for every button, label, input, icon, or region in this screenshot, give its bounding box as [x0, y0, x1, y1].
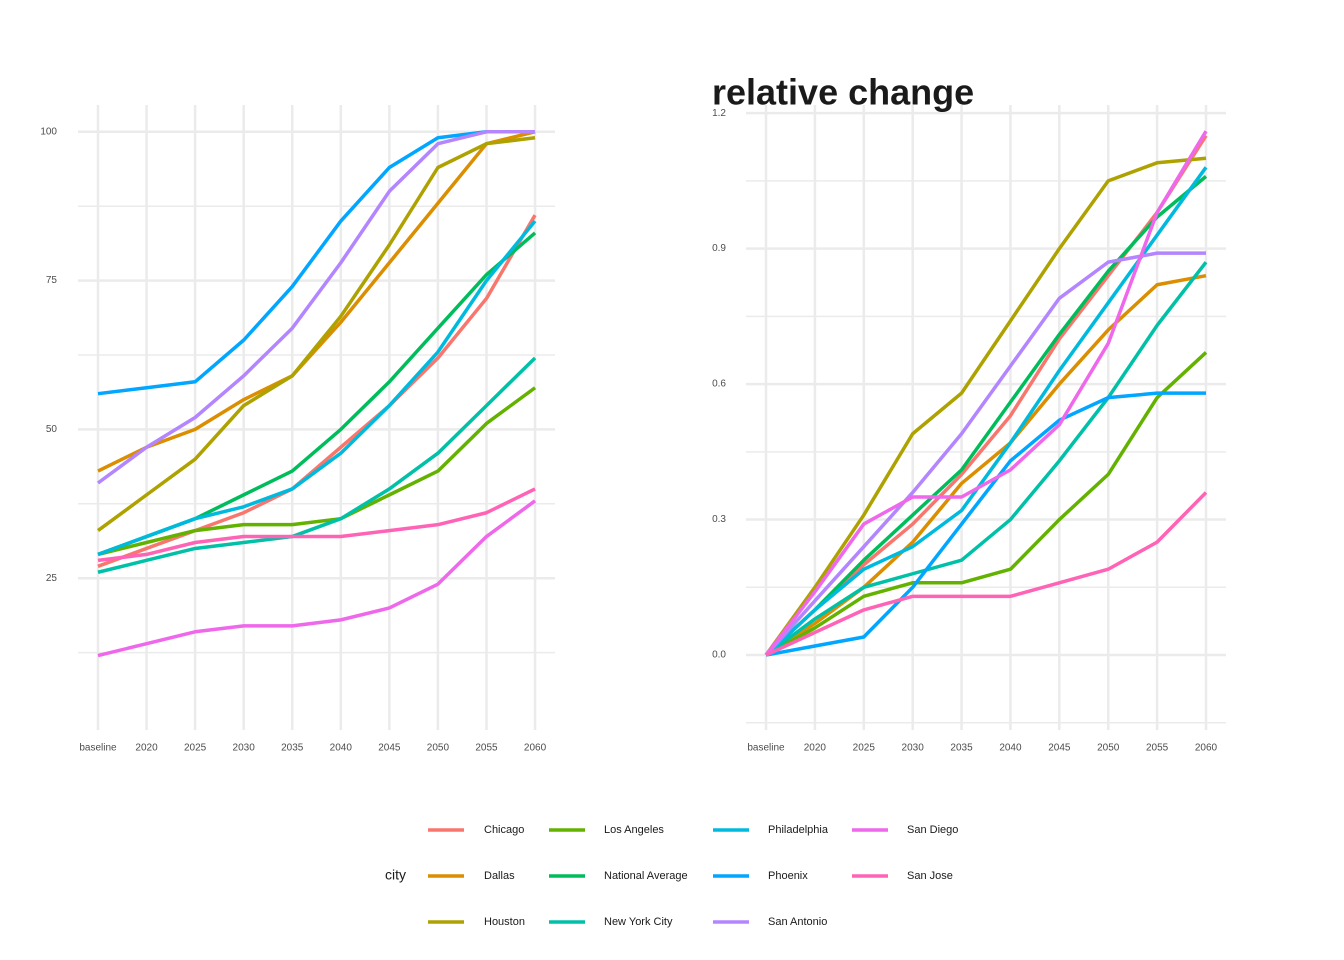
series-line — [97, 487, 536, 563]
x-tick-label: 2040 — [330, 743, 353, 754]
series-line — [97, 219, 537, 557]
legend-label: National Average — [604, 870, 688, 882]
x-tick-label: 2060 — [524, 743, 547, 754]
y-tick-label: 0.0 — [712, 650, 726, 661]
series-line — [97, 356, 537, 574]
x-tick-label: baseline — [79, 743, 117, 754]
legend-label: Phoenix — [768, 870, 808, 882]
y-tick-label: 1.2 — [712, 108, 726, 119]
x-tick-label: 2055 — [475, 743, 498, 754]
series-line — [97, 214, 537, 568]
y-tick-label: 100 — [40, 126, 57, 137]
series-line — [765, 351, 1208, 657]
y-tick-label: 0.3 — [712, 514, 726, 525]
legend-label: Philadelphia — [768, 824, 829, 836]
x-tick-label: 2045 — [378, 743, 401, 754]
series-line — [765, 273, 1207, 657]
y-tick-label: 50 — [46, 424, 58, 435]
x-tick-label: 2055 — [1146, 743, 1169, 754]
series-line — [764, 251, 1207, 657]
series-line — [96, 136, 536, 533]
x-tick-label: baseline — [747, 743, 785, 754]
y-tick-label: 0.9 — [712, 243, 726, 254]
chart-title: relative change — [712, 72, 974, 113]
x-tick-label: 2035 — [281, 743, 304, 754]
series-line — [97, 130, 536, 396]
y-tick-label: 0.6 — [712, 379, 726, 390]
x-tick-label: 2060 — [1195, 743, 1218, 754]
x-tick-label: 2025 — [853, 743, 876, 754]
series-line — [97, 130, 536, 473]
legend-label: Los Angeles — [604, 824, 664, 836]
legend-label: San Jose — [907, 870, 953, 882]
y-tick-label: 75 — [46, 275, 58, 286]
x-tick-label: 2045 — [1048, 743, 1071, 754]
series-line — [765, 391, 1207, 657]
series-line — [97, 499, 537, 658]
series-line — [764, 261, 1208, 657]
legend-title: city — [385, 867, 406, 883]
series-line — [764, 130, 1208, 657]
series-line — [764, 166, 1208, 657]
legend-label: Dallas — [484, 870, 515, 882]
series-line — [765, 491, 1208, 657]
legend-label: San Antonio — [768, 916, 827, 928]
x-tick-label: 2050 — [1097, 743, 1120, 754]
legend-label: San Diego — [907, 824, 958, 836]
series-line — [764, 175, 1208, 657]
series-line — [96, 130, 536, 485]
series-line — [97, 386, 537, 557]
x-tick-label: 2050 — [427, 743, 450, 754]
legend-label: Houston — [484, 916, 525, 928]
x-tick-label: 2040 — [999, 743, 1022, 754]
x-tick-label: 2025 — [184, 743, 207, 754]
series-line — [764, 156, 1207, 657]
x-tick-label: 2030 — [233, 743, 256, 754]
legend-label: Chicago — [484, 824, 524, 836]
x-tick-label: 2035 — [950, 743, 973, 754]
legend-label: New York City — [604, 916, 673, 928]
x-tick-label: 2030 — [902, 743, 925, 754]
y-tick-label: 25 — [46, 573, 58, 584]
x-tick-label: 2020 — [135, 743, 158, 754]
x-tick-label: 2020 — [804, 743, 827, 754]
